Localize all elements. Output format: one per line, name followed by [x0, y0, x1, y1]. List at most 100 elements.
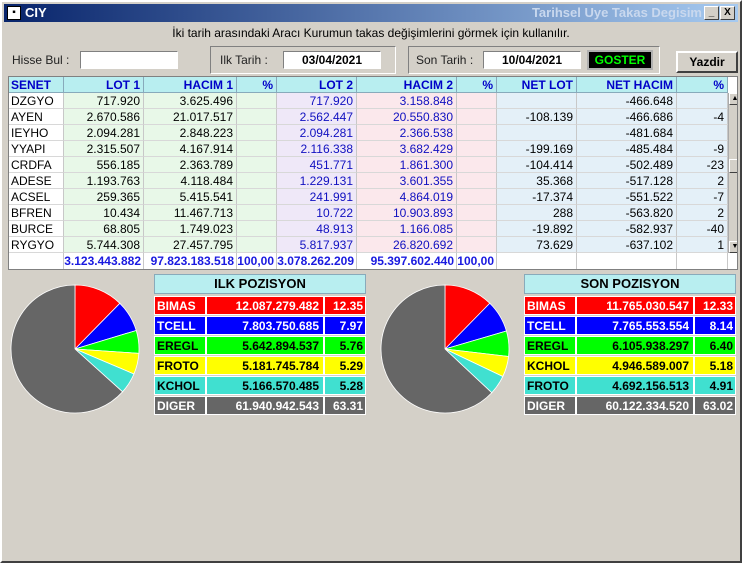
- grid-cell[interactable]: 2.315.507: [64, 141, 144, 157]
- grid-header-6[interactable]: %: [457, 77, 497, 93]
- grid-cell[interactable]: [677, 93, 728, 109]
- grid-header-2[interactable]: HACIM 1: [144, 77, 237, 93]
- grid-cell[interactable]: 717.920: [277, 93, 357, 109]
- grid-cell[interactable]: 1: [677, 237, 728, 253]
- grid-cell[interactable]: 1.193.763: [64, 173, 144, 189]
- grid-cell[interactable]: -9: [677, 141, 728, 157]
- son-pozisyon-row[interactable]: DIGER 60.122.334.520 63.02: [524, 396, 736, 415]
- grid-cell[interactable]: [237, 189, 277, 205]
- grid-cell[interactable]: -517.128: [577, 173, 677, 189]
- grid-cell[interactable]: 10.722: [277, 205, 357, 221]
- grid-cell[interactable]: -502.489: [577, 157, 677, 173]
- grid-cell[interactable]: -17.374: [497, 189, 577, 205]
- grid-cell[interactable]: 5.744.308: [64, 237, 144, 253]
- grid-cell[interactable]: -485.484: [577, 141, 677, 157]
- grid-cell[interactable]: [237, 173, 277, 189]
- grid-cell[interactable]: 68.805: [64, 221, 144, 237]
- grid-cell[interactable]: 288: [497, 205, 577, 221]
- grid-cell[interactable]: 2.366.538: [357, 125, 457, 141]
- ilk-pozisyon-row[interactable]: EREGL 5.642.894.537 5.76: [154, 336, 366, 355]
- grid-cell[interactable]: [457, 125, 497, 141]
- grid-cell[interactable]: 4.118.484: [144, 173, 237, 189]
- grid-cell[interactable]: 241.991: [277, 189, 357, 205]
- grid-cell[interactable]: 1.861.300: [357, 157, 457, 173]
- grid-cell[interactable]: 10.903.893: [357, 205, 457, 221]
- grid-cell[interactable]: -23: [677, 157, 728, 173]
- grid-row-0-symbol[interactable]: DZGYO: [9, 93, 64, 109]
- grid-cell[interactable]: -466.686: [577, 109, 677, 125]
- grid-cell[interactable]: [237, 109, 277, 125]
- grid-cell[interactable]: [677, 125, 728, 141]
- grid-cell[interactable]: 2.094.281: [277, 125, 357, 141]
- scroll-up-icon[interactable]: ▲: [729, 93, 737, 105]
- grid-cell[interactable]: 259.365: [64, 189, 144, 205]
- grid-row-6-symbol[interactable]: ACSEL: [9, 189, 64, 205]
- grid-cell[interactable]: 2: [677, 173, 728, 189]
- grid-cell[interactable]: -104.414: [497, 157, 577, 173]
- grid-cell[interactable]: 2.670.586: [64, 109, 144, 125]
- grid-cell[interactable]: 4.864.019: [357, 189, 457, 205]
- grid-cell[interactable]: 10.434: [64, 205, 144, 221]
- grid-cell[interactable]: 21.017.517: [144, 109, 237, 125]
- grid-cell[interactable]: 2.363.789: [144, 157, 237, 173]
- grid-cell[interactable]: 1.749.023: [144, 221, 237, 237]
- grid-row-4-symbol[interactable]: CRDFA: [9, 157, 64, 173]
- grid-cell[interactable]: 4.167.914: [144, 141, 237, 157]
- son-tarih-input[interactable]: 10/04/2021: [483, 51, 581, 69]
- grid-cell[interactable]: -582.937: [577, 221, 677, 237]
- grid-cell[interactable]: 26.820.692: [357, 237, 457, 253]
- son-pozisyon-row[interactable]: TCELL 7.765.553.554 8.14: [524, 316, 736, 335]
- son-pozisyon-row[interactable]: FROTO 4.692.156.513 4.91: [524, 376, 736, 395]
- grid-cell[interactable]: -563.820: [577, 205, 677, 221]
- grid-cell[interactable]: -7: [677, 189, 728, 205]
- son-pozisyon-row[interactable]: BIMAS 11.765.030.547 12.33: [524, 296, 736, 315]
- grid-cell[interactable]: 3.601.355: [357, 173, 457, 189]
- grid-cell[interactable]: 2.116.338: [277, 141, 357, 157]
- grid-cell[interactable]: [457, 157, 497, 173]
- grid-cell[interactable]: [237, 237, 277, 253]
- son-pozisyon-row[interactable]: KCHOL 4.946.589.007 5.18: [524, 356, 736, 375]
- grid-cell[interactable]: 2.562.447: [277, 109, 357, 125]
- vertical-scrollbar[interactable]: ▲ ▼: [728, 93, 737, 253]
- grid-header-9[interactable]: %: [677, 77, 728, 93]
- grid-cell[interactable]: 1.166.085: [357, 221, 457, 237]
- goster-button[interactable]: GOSTER: [587, 50, 653, 70]
- grid-header-7[interactable]: NET LOT: [497, 77, 577, 93]
- ilk-pozisyon-row[interactable]: DIGER 61.940.942.543 63.31: [154, 396, 366, 415]
- grid-cell[interactable]: 717.920: [64, 93, 144, 109]
- grid-cell[interactable]: [497, 125, 577, 141]
- grid-cell[interactable]: 3.682.429: [357, 141, 457, 157]
- grid-cell[interactable]: 451.771: [277, 157, 357, 173]
- grid-cell[interactable]: -637.102: [577, 237, 677, 253]
- grid-cell[interactable]: 3.625.496: [144, 93, 237, 109]
- grid-cell[interactable]: [457, 93, 497, 109]
- ilk-pozisyon-row[interactable]: KCHOL 5.166.570.485 5.28: [154, 376, 366, 395]
- grid-cell[interactable]: [237, 221, 277, 237]
- grid-cell[interactable]: [237, 93, 277, 109]
- grid-header-3[interactable]: %: [237, 77, 277, 93]
- title-bar[interactable]: ▪ CIY Tarihsel Uye Takas Degisim _ X: [4, 4, 738, 22]
- grid-cell[interactable]: [457, 173, 497, 189]
- ilk-pozisyon-row[interactable]: BIMAS 12.087.279.482 12.35: [154, 296, 366, 315]
- scroll-down-icon[interactable]: ▼: [729, 241, 737, 253]
- grid-cell[interactable]: 35.368: [497, 173, 577, 189]
- scroll-thumb[interactable]: [729, 159, 737, 173]
- grid-cell[interactable]: 11.467.713: [144, 205, 237, 221]
- grid-cell[interactable]: -108.139: [497, 109, 577, 125]
- grid-cell[interactable]: -466.648: [577, 93, 677, 109]
- grid-row-2-symbol[interactable]: IEYHO: [9, 125, 64, 141]
- grid-cell[interactable]: -4: [677, 109, 728, 125]
- grid-row-9-symbol[interactable]: RYGYO: [9, 237, 64, 253]
- grid-cell[interactable]: -19.892: [497, 221, 577, 237]
- minimize-button[interactable]: _: [704, 6, 719, 20]
- grid-cell[interactable]: -40: [677, 221, 728, 237]
- grid-cell[interactable]: [457, 189, 497, 205]
- close-button[interactable]: X: [720, 6, 735, 20]
- grid-cell[interactable]: [497, 93, 577, 109]
- grid-cell[interactable]: [457, 237, 497, 253]
- grid-cell[interactable]: [457, 221, 497, 237]
- grid-row-5-symbol[interactable]: ADESE: [9, 173, 64, 189]
- yazdir-button[interactable]: Yazdir: [676, 51, 738, 73]
- grid-cell[interactable]: [237, 205, 277, 221]
- grid-cell[interactable]: 556.185: [64, 157, 144, 173]
